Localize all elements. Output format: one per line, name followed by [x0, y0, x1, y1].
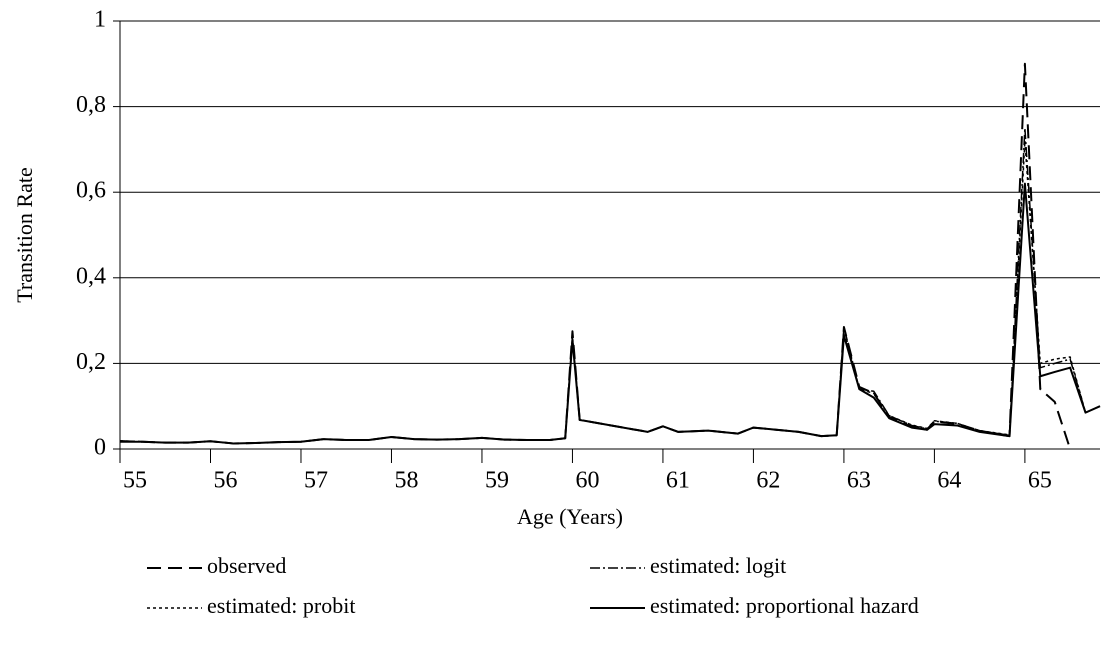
series-line: [119, 127, 1101, 445]
legend-label: estimated: probit: [207, 593, 355, 618]
y-axis-title: Transition Rate: [12, 167, 37, 302]
series-line: [119, 62, 1072, 450]
series-line: [119, 140, 1101, 445]
y-tick-label: 0,2: [76, 349, 106, 375]
y-tick-label: 0: [94, 435, 106, 461]
x-tick-label: 57: [304, 468, 328, 494]
legend-label: estimated: logit: [650, 553, 786, 578]
x-tick-label: 65: [1028, 468, 1052, 494]
legend-label: observed: [207, 553, 286, 578]
x-tick-label: 59: [485, 468, 509, 494]
x-tick-label: 60: [575, 468, 599, 494]
x-tick-label: 56: [213, 468, 237, 494]
x-tick-label: 63: [847, 468, 871, 494]
x-tick-label: 62: [756, 468, 780, 494]
x-axis-title: Age (Years): [517, 504, 623, 529]
y-tick-label: 0,4: [76, 263, 106, 289]
y-tick-label: 0,6: [76, 178, 106, 204]
legend-label: estimated: proportional hazard: [650, 593, 919, 618]
y-tick-label: 1: [94, 7, 106, 33]
x-tick-label: 55: [123, 468, 147, 494]
y-tick-label: 0,8: [76, 92, 106, 118]
x-tick-label: 61: [666, 468, 690, 494]
x-tick-label: 58: [394, 468, 418, 494]
x-tick-label: 64: [937, 468, 961, 494]
series-line: [120, 182, 1101, 445]
